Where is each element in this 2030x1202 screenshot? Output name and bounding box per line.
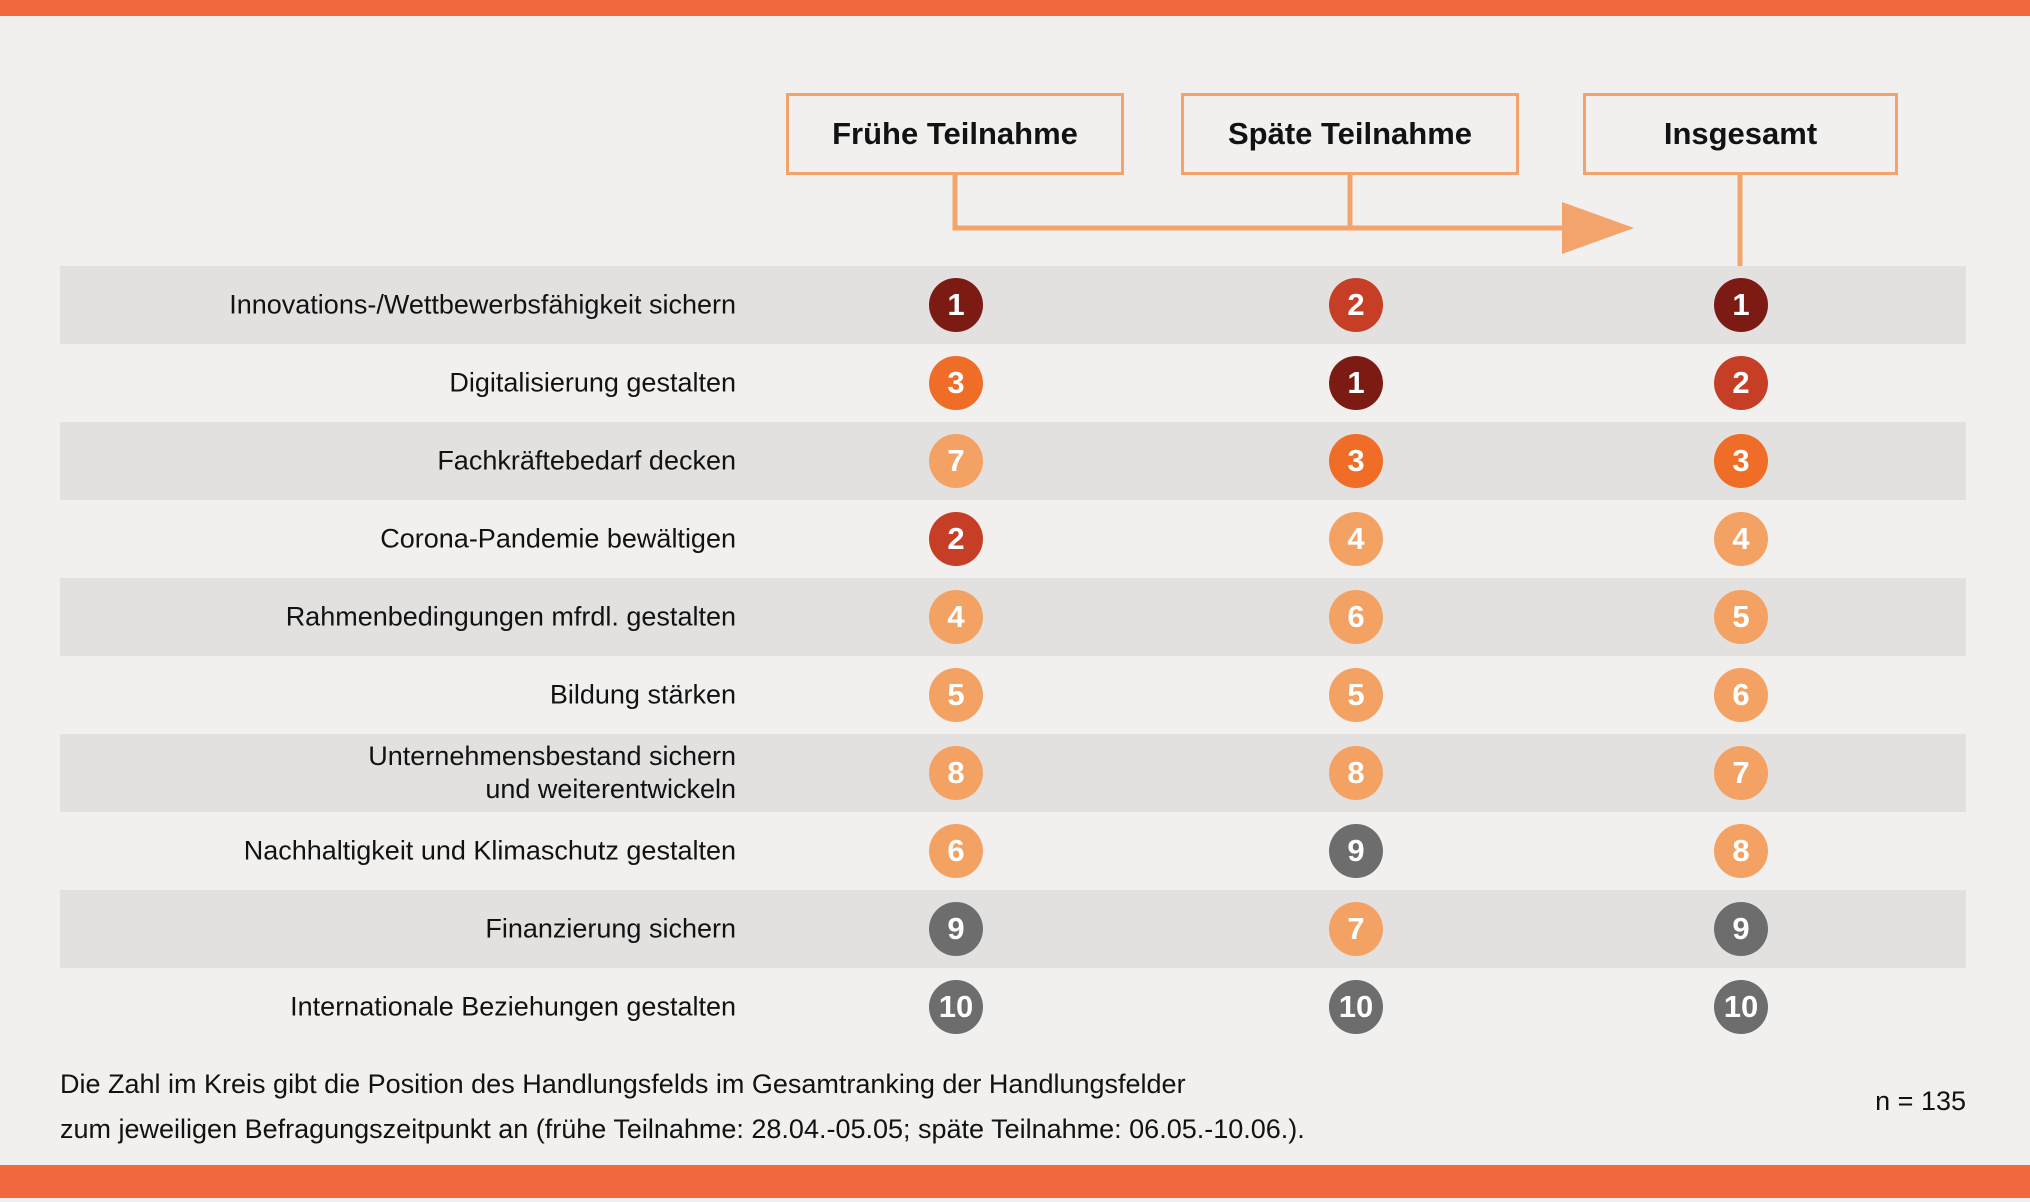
bottom-accent-bar <box>0 1165 2030 1198</box>
rank-circle: 4 <box>1329 512 1383 566</box>
table-row: Rahmenbedingungen mfrdl. gestalten 4 6 5 <box>60 578 1966 656</box>
row-label: Unternehmensbestand sichern und weiterent… <box>368 741 736 804</box>
rank-circle: 7 <box>929 434 983 488</box>
row-label: Finanzierung sichern <box>485 913 736 944</box>
sample-size-label: n = 135 <box>1875 1086 1966 1116</box>
column-header-insgesamt: Insgesamt <box>1583 93 1898 175</box>
rank-circle: 9 <box>929 902 983 956</box>
column-header-label: Frühe Teilnahme <box>832 116 1078 151</box>
rank-circle: 3 <box>929 356 983 410</box>
table-row: Finanzierung sichern 9 7 9 <box>60 890 1966 968</box>
rank-circle: 10 <box>1329 980 1383 1034</box>
rank-circle: 10 <box>1714 980 1768 1034</box>
rank-circle: 6 <box>929 824 983 878</box>
row-label: Rahmenbedingungen mfrdl. gestalten <box>285 601 736 632</box>
row-label: Fachkräftebedarf decken <box>437 445 736 476</box>
rank-circle: 3 <box>1714 434 1768 488</box>
rank-circle: 8 <box>1714 824 1768 878</box>
rank-circle: 5 <box>929 668 983 722</box>
rank-circle: 2 <box>1329 278 1383 332</box>
rank-circle: 8 <box>1329 746 1383 800</box>
table-row: Fachkräftebedarf decken 7 3 3 <box>60 422 1966 500</box>
table-row: Internationale Beziehungen gestalten 10 10… <box>60 968 1966 1046</box>
footnote-line-2: zum jeweiligen Befragungszeitpunkt an (f… <box>60 1114 1305 1144</box>
row-label: Corona-Pandemie bewältigen <box>380 523 736 554</box>
row-label: Bildung stärken <box>549 679 736 710</box>
footnote: Die Zahl im Kreis gibt die Position des … <box>60 1062 1305 1152</box>
rank-circle: 7 <box>1329 902 1383 956</box>
row-label: Nachhaltigkeit und Klimaschutz gestalten <box>243 835 736 866</box>
rank-circle: 9 <box>1714 902 1768 956</box>
table-row: Nachhaltigkeit und Klimaschutz gestalten… <box>60 812 1966 890</box>
rank-circle: 5 <box>1714 590 1768 644</box>
row-label: Innovations-/Wettbewerbsfähigkeit sicher… <box>229 289 736 320</box>
rank-circle: 3 <box>1329 434 1383 488</box>
rank-circle: 6 <box>1329 590 1383 644</box>
rank-circle: 8 <box>929 746 983 800</box>
rank-circle: 1 <box>929 278 983 332</box>
rank-circle: 4 <box>1714 512 1768 566</box>
column-header-label: Insgesamt <box>1663 116 1818 151</box>
top-accent-bar <box>0 0 2030 16</box>
rank-circle: 7 <box>1714 746 1768 800</box>
footnote-line-1: Die Zahl im Kreis gibt die Position des … <box>60 1069 1186 1099</box>
row-label: Internationale Beziehungen gestalten <box>290 991 736 1022</box>
rank-circle: 2 <box>1714 356 1768 410</box>
table-row: Unternehmensbestand sichern und weiterent… <box>60 734 1966 812</box>
rank-circle: 4 <box>929 590 983 644</box>
rank-circle: 6 <box>1714 668 1768 722</box>
rank-circle: 1 <box>1329 356 1383 410</box>
column-header-label: Späte Teilnahme <box>1227 116 1473 151</box>
column-header-spaete-teilnahme: Späte Teilnahme <box>1181 93 1519 175</box>
table-row: Digitalisierung gestalten 3 1 2 <box>60 344 1966 422</box>
rank-circle: 9 <box>1329 824 1383 878</box>
ranking-table: Innovations-/Wettbewerbsfähigkeit sicher… <box>60 266 1966 1046</box>
rank-circle: 1 <box>1714 278 1768 332</box>
table-row: Bildung stärken 5 5 6 <box>60 656 1966 734</box>
rank-circle: 2 <box>929 512 983 566</box>
rank-circle: 5 <box>1329 668 1383 722</box>
rank-circle: 10 <box>929 980 983 1034</box>
row-label: Digitalisierung gestalten <box>449 367 736 398</box>
table-row: Innovations-/Wettbewerbsfähigkeit sicher… <box>60 266 1966 344</box>
table-row: Corona-Pandemie bewältigen 2 4 4 <box>60 500 1966 578</box>
column-header-fruehe-teilnahme: Frühe Teilnahme <box>786 93 1124 175</box>
arrow-right-icon <box>1562 202 1634 254</box>
